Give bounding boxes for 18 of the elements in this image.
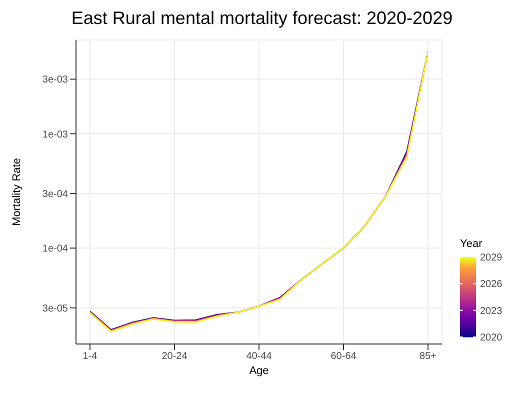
color-bar-title: Year xyxy=(458,238,484,250)
x-tick-label: 20-24 xyxy=(162,351,188,362)
color-bar-label: 2026 xyxy=(480,279,503,290)
y-tick-label: 3e-04 xyxy=(42,189,68,200)
x-tick-label: 1-4 xyxy=(82,351,98,362)
y-tick-label: 3e-05 xyxy=(42,303,68,314)
color-bar-label: 2029 xyxy=(480,252,503,264)
x-axis-title: Age xyxy=(249,365,269,377)
y-tick-label: 1e-04 xyxy=(42,244,68,255)
chart-title: East Rural mental mortality forecast: 2020-2029 xyxy=(70,8,454,29)
y-tick-label: 1e-03 xyxy=(42,129,68,140)
x-tick-label: 60-64 xyxy=(330,351,357,362)
x-tick-label: 40-44 xyxy=(246,351,272,362)
y-tick-label: 3e-03 xyxy=(42,74,68,86)
x-tick-label: 85+ xyxy=(420,351,437,362)
color-bar-label: 2023 xyxy=(480,306,503,317)
y-axis-title: Mortality Rate xyxy=(10,158,23,226)
color-bar-label: 2020 xyxy=(480,332,503,344)
